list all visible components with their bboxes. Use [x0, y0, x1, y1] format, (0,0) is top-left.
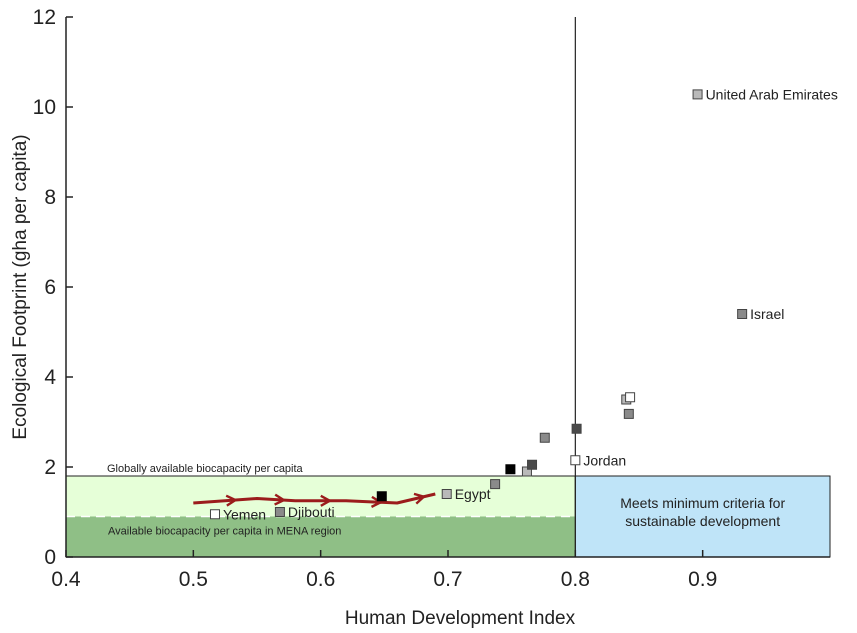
y-tick-label: 0: [44, 546, 56, 569]
data-point: [625, 392, 636, 403]
data-point: [692, 89, 703, 100]
sustainability-label-line1: Meets minimum criteria for: [620, 495, 785, 511]
labels-layer: Globally available biocapacity per capit…: [107, 86, 838, 537]
data-point: [737, 309, 748, 319]
data-point: [521, 466, 532, 477]
global-biocapacity-label: Globally available biocapacity per capit…: [107, 463, 304, 475]
point-label: Israel: [750, 306, 784, 322]
x-axis-title: Human Development Index: [345, 608, 576, 629]
x-tick-label: 0.8: [561, 568, 590, 591]
trajectory-arrowhead: [320, 494, 333, 507]
y-tick-label: 12: [33, 6, 56, 29]
axes-layer: 0 2 4 6 8 10 12 0.4 0.5 0.6 0.7 0.8 0.9 Human Develop…: [10, 6, 830, 629]
data-point: [376, 491, 387, 502]
data-point: [490, 479, 501, 490]
data-point: [539, 432, 550, 443]
trajectory-arrowhead: [413, 492, 427, 505]
y-tick-label: 2: [44, 456, 56, 479]
data-point: [623, 408, 634, 419]
data-point: [209, 509, 220, 520]
points-layer: [209, 89, 748, 520]
y-tick-label: 8: [44, 186, 56, 209]
point-label: Djibouti: [288, 504, 335, 520]
x-tick-label: 0.9: [688, 568, 717, 591]
data-point: [571, 423, 582, 434]
x-tick-label: 0.5: [179, 568, 208, 591]
y-axis-title: Ecological Footprint (gha per capita): [10, 134, 31, 439]
mena-biocapacity-label: Available biocapacity per capita in MENA…: [108, 526, 341, 538]
data-point: [441, 489, 452, 499]
trajectory-arrowhead: [225, 494, 238, 507]
trajectory-layer: [193, 492, 436, 508]
data-point: [505, 464, 516, 475]
x-tick-label: 0.7: [433, 568, 462, 591]
x-tick-label: 0.6: [306, 568, 335, 591]
sustainability-label-line2: sustainable development: [625, 513, 780, 529]
point-label: Jordan: [583, 452, 626, 468]
sustainability-region: [574, 475, 831, 558]
trajectory-line: [193, 492, 436, 505]
trajectory-arrowhead: [274, 493, 287, 506]
data-point: [274, 507, 285, 517]
regions-layer: [65, 17, 831, 558]
data-point: [570, 455, 581, 466]
trajectory-arrowhead: [370, 495, 384, 508]
point-label: Egypt: [455, 486, 491, 502]
point-label: Yemen: [223, 506, 266, 522]
data-point: [527, 459, 538, 470]
y-tick-label: 6: [44, 276, 56, 299]
y-tick-label: 10: [33, 96, 56, 119]
x-tick-label: 0.4: [51, 568, 81, 591]
y-tick-label: 4: [44, 366, 56, 389]
point-label: United Arab Emirates: [706, 86, 838, 102]
